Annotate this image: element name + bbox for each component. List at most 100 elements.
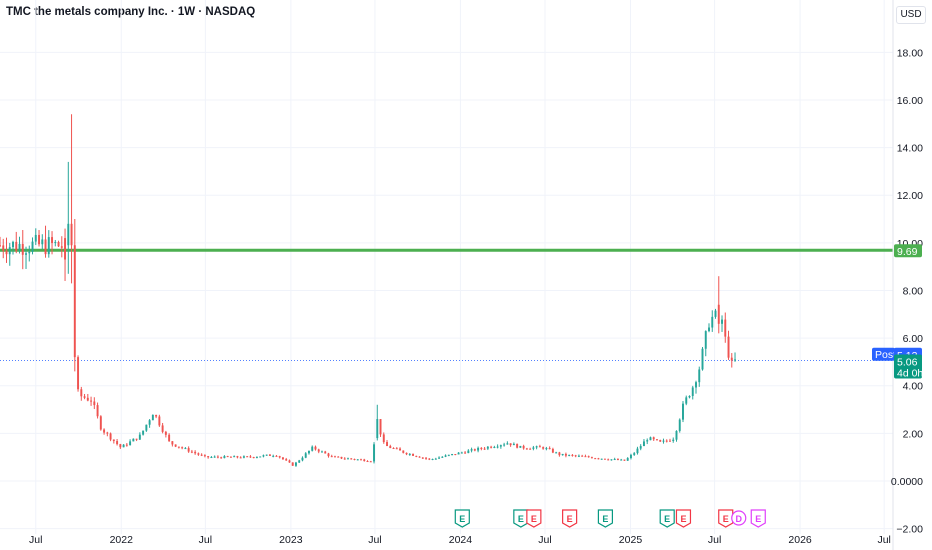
event-marker-dividend[interactable]: D (731, 510, 747, 526)
candle-body (285, 459, 288, 461)
candle-body (431, 458, 434, 460)
y-tick-label: 4.00 (903, 381, 924, 393)
event-marker-earnings-down[interactable]: E (675, 509, 692, 528)
candle-body (473, 449, 476, 451)
candle-body (5, 250, 8, 255)
event-marker-earnings-down[interactable]: E (562, 509, 578, 528)
price-axis[interactable]: 18.0016.0014.0012.0010.008.006.004.002.0… (891, 47, 923, 535)
candle-body (571, 454, 574, 456)
y-tick-label: 14.00 (897, 143, 923, 155)
candle-body (734, 359, 737, 361)
candles (0, 114, 737, 467)
y-tick-label: 2.00 (903, 428, 924, 440)
event-marker-earnings-up[interactable]: E (513, 509, 529, 528)
candle-body (636, 448, 639, 454)
candle-body (395, 448, 398, 450)
candle-body (574, 455, 577, 457)
event-marker-earnings-up[interactable]: E (454, 509, 470, 528)
candle-body (529, 448, 532, 450)
candle-body (727, 336, 730, 358)
candle-body (386, 442, 389, 447)
candle-body (252, 457, 255, 459)
resistance-tag-bg (894, 244, 922, 258)
candle-body (360, 459, 362, 461)
candle-body (649, 437, 652, 441)
event-label: E (531, 514, 537, 524)
candle-body (373, 444, 375, 462)
event-marker-earnings-up[interactable]: E (659, 509, 675, 528)
candle-body (138, 434, 141, 440)
x-tick-label: 2024 (449, 534, 473, 546)
candle-body (223, 456, 226, 459)
candle-body (161, 425, 164, 432)
candle-body (451, 454, 454, 456)
candle-body (428, 458, 431, 460)
x-tick-label: Jul (877, 534, 890, 546)
candle-body (132, 438, 135, 442)
candle-body (168, 434, 171, 442)
candle-body (597, 458, 600, 460)
candle-body (0, 245, 1, 247)
candle-body (34, 234, 37, 242)
candle-body (275, 455, 278, 457)
candle-body (483, 448, 486, 450)
event-marker-earnings-up[interactable]: E (597, 509, 613, 528)
candle-body (652, 437, 655, 440)
event-shape (513, 509, 529, 528)
candle-body (106, 432, 109, 434)
candle-body (200, 454, 203, 456)
time-axis[interactable]: Jul 2022 Jul 2023 Jul 2024 Jul 2025 Jul 2026 Jul (29, 534, 891, 546)
candle-body (301, 457, 304, 461)
candle-body (171, 441, 174, 445)
candle-body (210, 457, 213, 459)
event-marker-dividend[interactable]: E (750, 509, 766, 528)
candle-body (688, 395, 691, 398)
event-label: D (735, 514, 742, 524)
candle-body (151, 414, 154, 421)
candle-body (717, 304, 720, 324)
candle-body (216, 456, 219, 458)
candle-body (415, 455, 418, 457)
candle-body (99, 416, 102, 430)
candle-body (695, 382, 697, 388)
candle-body (655, 439, 658, 441)
candle-body (93, 401, 96, 406)
candle-body (545, 448, 548, 450)
candle-body (304, 453, 307, 458)
last-price-tag-bg (894, 354, 922, 379)
candle-body (262, 455, 265, 457)
candle-body (457, 452, 460, 455)
candle-body (155, 414, 158, 417)
event-label: E (664, 514, 670, 524)
candle-body (366, 461, 369, 463)
candle-body (551, 448, 554, 453)
candle-body (379, 419, 382, 435)
candle-body (70, 223, 73, 246)
candle-body (629, 454, 632, 459)
candle-body (486, 446, 489, 449)
candle-body (477, 447, 480, 451)
currency-button[interactable]: USD (896, 6, 926, 24)
chart-title: TMC the metals company Inc. · 1W · NASDA… (6, 6, 256, 18)
event-label: E (723, 514, 729, 524)
candle-body (255, 456, 258, 458)
x-tick-label: 2026 (788, 534, 812, 546)
candle-body (382, 434, 385, 443)
candle-body (164, 431, 167, 435)
candle-body (288, 460, 291, 463)
candle-body (226, 456, 229, 458)
candle-body (538, 446, 541, 448)
candle-body (587, 456, 590, 458)
event-shape (454, 509, 470, 528)
candle-body (330, 456, 333, 458)
event-marker-earnings-down[interactable]: E (526, 509, 542, 528)
event-marker-earnings-down[interactable]: E (718, 509, 734, 528)
candle-body (685, 397, 688, 404)
candle-body (340, 456, 343, 459)
candle-body (506, 443, 509, 445)
candle-body (18, 243, 21, 251)
candle-body (600, 458, 603, 460)
